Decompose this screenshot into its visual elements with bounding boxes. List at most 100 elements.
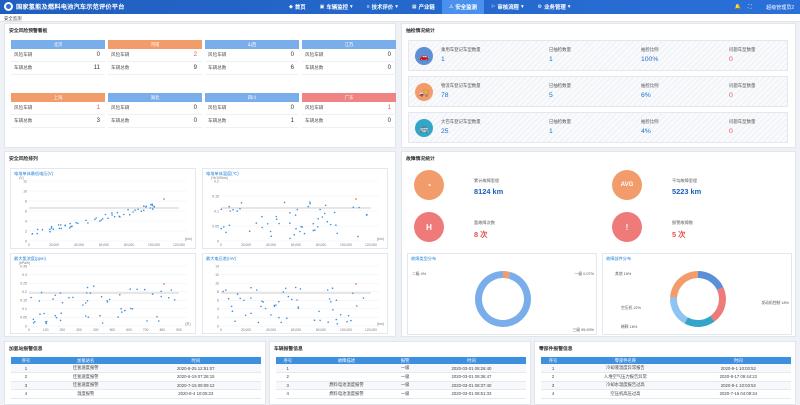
highlight-point	[163, 283, 165, 285]
fullscreen-icon[interactable]: ⛶	[748, 4, 752, 10]
risk-card[interactable]: 北京 风险车辆 0 车辆总数 11	[11, 40, 105, 86]
nav-item-0[interactable]: ◆ 首页	[282, 0, 313, 14]
scatter-point	[101, 218, 104, 220]
nav-label: 业务管理	[544, 5, 566, 11]
y-tick: 0.3	[22, 273, 27, 277]
bell-icon[interactable]: 🔔	[734, 4, 742, 10]
donut-slice	[698, 271, 724, 291]
table-row[interactable]: 4 空压机高压过高 2020-7-16 04:09:34	[541, 389, 791, 399]
risk-label: 风险车辆	[208, 52, 227, 57]
nav-label: 首页	[294, 5, 306, 11]
fault-part-donut-label: 故障部件分布	[606, 256, 632, 261]
table-row[interactable]: 3 燃料电池温度报警 一级 2020-03-01 08:37:40	[276, 381, 526, 390]
scatter-chart-box: 最大氢浓度(ppm) 0.35 0.3 0.25 0.2 0.15 0.1 0.05 0 0 100…	[10, 253, 196, 334]
risk-card[interactable]: 山西 风险车辆 0 车辆总数 6	[205, 40, 299, 86]
fault-type-donut-label: 故障类型分布	[411, 256, 437, 261]
vehicle-stat: 已抽检数量 1	[549, 119, 571, 135]
y-tick: 2	[25, 229, 27, 233]
table-header-cell: 时间	[685, 357, 791, 364]
table-row[interactable]: 1 一级 2020-03-01 08:26:40	[276, 364, 526, 373]
scatter-point	[61, 301, 64, 304]
risk-card[interactable]: 湖北 风险车辆 0 车辆总数 0	[108, 93, 202, 139]
scatter-point	[313, 319, 316, 321]
table-row[interactable]: 4 温度报警 2020-8-4 10:05:23	[11, 389, 261, 399]
vehicle-stat-label: 问题车型数量	[729, 83, 756, 88]
risk-card-region: 山西	[205, 40, 299, 49]
x-tick: 20,000	[241, 243, 251, 247]
y-unit: (V)	[19, 176, 24, 180]
highlight-point	[163, 198, 165, 200]
nav-item-6[interactable]: ⚙ 业务管理 ▾	[531, 0, 578, 14]
risk-card[interactable]: 上海 风险车辆 1 车辆总数 3	[11, 93, 105, 139]
scatter-chart: 0.2 0.15 0.1 0.05 00 20,000 40,000 60,000 80,000…	[211, 176, 384, 247]
alarm-table-title: 车辆报警信息	[274, 347, 303, 352]
table-row[interactable]: 4 燃料电池温度报警 一级 2020-03-01 08:51:33	[276, 389, 526, 399]
nav-item-2[interactable]: ≡ 技术评价 ▾	[360, 0, 405, 14]
risk-card[interactable]: 四川 风险车辆 0 车辆总数 1	[205, 93, 299, 139]
risk-card-region: 河南	[108, 40, 202, 49]
table-cell: 空压机高压过高	[565, 389, 686, 399]
x-tick: 60,000	[291, 328, 301, 332]
scatter-point	[87, 222, 89, 224]
scatter-point	[50, 225, 53, 228]
scatter-point	[30, 296, 32, 299]
y-tick: 6	[25, 209, 27, 213]
scatter-point	[52, 298, 54, 300]
table-cell: 一级	[393, 364, 417, 373]
donut-slice	[670, 271, 698, 298]
risk-count: 0	[96, 52, 100, 58]
x-unit: (km)	[185, 237, 192, 241]
table-row[interactable]: 2 入堆空气压力报告异常 2020-8-17 09:44:22	[541, 372, 791, 382]
chevron-down-icon: ▾	[349, 4, 353, 10]
scatter-point	[118, 215, 120, 218]
scatter-point	[336, 323, 339, 325]
risk-card[interactable]: 河南 风险车辆 2 车辆总数 9	[108, 40, 202, 86]
table-row[interactable]: 3 冷却水温度报告过高 2020-9-1 10:03:52	[541, 381, 791, 390]
warning-icon: !	[612, 212, 642, 242]
risk-row: 风险车辆 0	[205, 102, 299, 115]
donut-label: 发动机控制 18%	[761, 300, 789, 305]
risk-card[interactable]: 广东 风险车辆 1 车辆总数 0	[302, 93, 396, 139]
total-count: 11	[93, 65, 100, 71]
vehicle-stat-label: 抽检比例	[641, 119, 659, 124]
scatter-point	[223, 226, 225, 228]
scatter-point	[45, 322, 48, 325]
scatter-point	[335, 318, 338, 321]
table-header-cell: 序号	[276, 357, 300, 364]
nav-item-4[interactable]: ⚠ 安全监测	[441, 0, 484, 14]
scatter-point	[294, 286, 297, 289]
y-tick: 0	[25, 239, 27, 243]
main-nav: ◆ 首页 ▣ 车辆监控 ▾ ≡ 技术评价 ▾ ▦ 产业链 ⚠ 安全监测 ⚐ 审核流程 ▾ ⚙ 业务管理 ▾	[282, 0, 577, 14]
table-row[interactable]: 3 佳氢速度报警 2020-7-15 09:09:12	[11, 381, 261, 390]
vehicle-check-panel: 抽检情况统计 🚗 乘用车登记车型数量 1 已抽检数量 1 抽检比例 100% 问题车型数量 0 🚚…	[401, 23, 796, 148]
nav-label: 车辆监控	[326, 5, 348, 11]
table-row[interactable]: 2 佳氢速度报警 2020-6-19 07:28:15	[11, 372, 261, 382]
x-unit: (km)	[377, 237, 384, 241]
nav-item-1[interactable]: ▣ 车辆监控 ▾	[313, 0, 360, 14]
scatter-point	[234, 320, 236, 322]
scatter-point	[43, 312, 45, 315]
scatter-point	[270, 314, 272, 316]
table-row[interactable]: 1 佳氢速度报警 2020-8-25 12:51:07	[11, 364, 261, 373]
y-tick: 0.05	[20, 316, 27, 320]
table-header-row: 序号 故障描述 报警 时间	[276, 357, 526, 364]
risk-card[interactable]: 江苏 风险车辆 0 车辆总数 0	[302, 40, 396, 86]
total-label: 车辆总数	[305, 118, 324, 123]
scatter-point	[69, 222, 71, 225]
scatter-point	[231, 310, 234, 312]
donut-label: 三级 95.93%	[572, 327, 594, 332]
nav-item-5[interactable]: ⚐ 审核流程 ▾	[484, 0, 531, 14]
table-cell: 2	[11, 372, 41, 382]
vehicle-stat-label: 抽检比例	[641, 83, 659, 88]
scatter-point	[239, 297, 241, 300]
table-cell	[299, 372, 394, 382]
nav-item-3[interactable]: ▦ 产业链	[405, 0, 442, 14]
scatter-point	[280, 321, 282, 324]
scatter-point	[264, 307, 267, 310]
user-menu[interactable]: 👤 超级管理员2	[758, 4, 794, 11]
vehicle-row: 🚗 乘用车登记车型数量 1 已抽检数量 1 抽检比例 100% 问题车型数量 0	[408, 40, 788, 71]
table-cell: 4	[541, 389, 566, 399]
table-row[interactable]: 2 一级 2020-03-01 08:36:47	[276, 372, 526, 382]
scatter-point	[68, 296, 70, 299]
table-row[interactable]: 1 冷却液温度异常报告 2020-9-1 10:03:52	[541, 364, 791, 373]
